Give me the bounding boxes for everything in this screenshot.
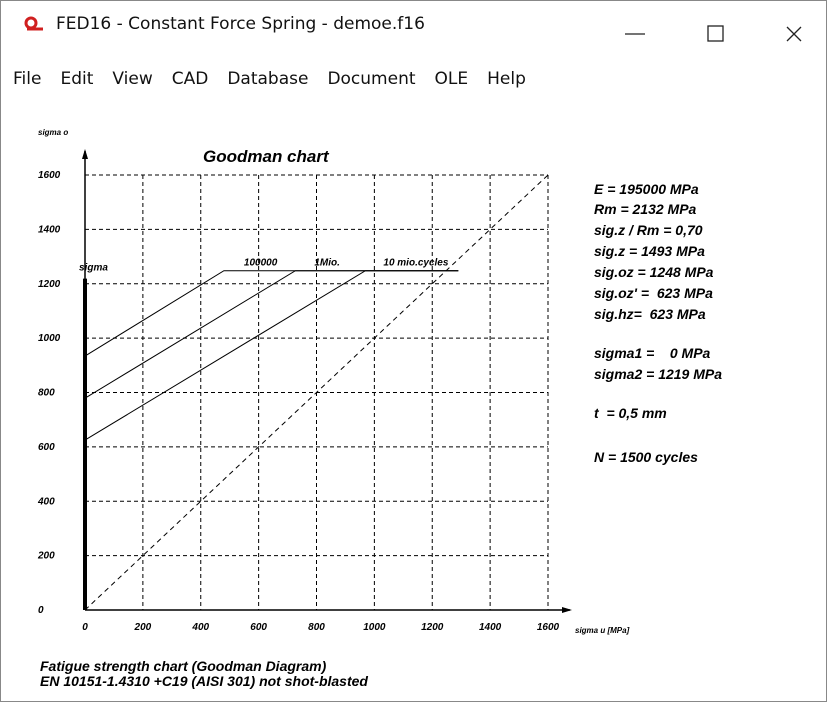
x-tick-label: 0 bbox=[82, 622, 88, 633]
y-tick-label: 1600 bbox=[38, 170, 61, 181]
maximize-button[interactable] bbox=[707, 25, 724, 42]
parameter: Rm = 2132 MPa bbox=[594, 201, 697, 217]
menu-item[interactable]: Database bbox=[227, 69, 309, 89]
y-tick-label: 800 bbox=[38, 388, 55, 399]
caption: Fatigue strength chart (Goodman Diagram) bbox=[40, 658, 327, 674]
chart-title: Goodman chart bbox=[203, 147, 330, 166]
goodman-line bbox=[84, 270, 459, 399]
x-tick-label: 600 bbox=[250, 622, 267, 633]
menu-item[interactable]: OLE bbox=[434, 69, 469, 89]
x-axis-label: sigma u [MPa] bbox=[575, 626, 630, 635]
parameter: sig.oz' = 623 MPa bbox=[594, 285, 713, 301]
parameter: sigma1 = 0 MPa bbox=[594, 345, 711, 361]
menu-item[interactable]: View bbox=[112, 69, 153, 89]
parameter: sig.z / Rm = 0,70 bbox=[594, 222, 703, 238]
app-icon bbox=[24, 16, 38, 30]
y-tick-label: 200 bbox=[37, 551, 55, 562]
x-axis-arrow bbox=[562, 607, 572, 613]
y-tick-label: 1000 bbox=[38, 333, 61, 344]
x-tick-label: 1400 bbox=[479, 622, 502, 633]
x-tick-label: 200 bbox=[134, 622, 152, 633]
menu-item[interactable]: Help bbox=[487, 69, 526, 89]
reference-line bbox=[84, 174, 549, 611]
menu-item[interactable]: File bbox=[13, 69, 42, 89]
menu-item[interactable]: Edit bbox=[60, 69, 94, 89]
x-tick-label: 800 bbox=[308, 622, 325, 633]
x-tick-label: 1200 bbox=[421, 622, 444, 633]
goodman-line bbox=[84, 270, 459, 441]
menu-item[interactable]: Document bbox=[327, 69, 416, 89]
parameter: sigma2 = 1219 MPa bbox=[594, 366, 722, 382]
y-tick-label: 1200 bbox=[38, 279, 61, 290]
y-axis-label: sigma o bbox=[38, 128, 68, 137]
series-label: 1Mio. bbox=[314, 258, 340, 269]
y-tick-label: 600 bbox=[38, 442, 55, 453]
x-tick-label: 1000 bbox=[363, 622, 386, 633]
parameter: t = 0,5 mm bbox=[594, 405, 667, 421]
parameter: sig.hz= 623 MPa bbox=[594, 306, 706, 322]
menu-bar: File Edit View CAD Database Document OLE Help bbox=[1, 49, 826, 95]
parameter: sig.z = 1493 MPa bbox=[594, 243, 705, 259]
caption: EN 10151-1.4310 +C19 (AISI 301) not shot… bbox=[40, 673, 368, 689]
parameter: E = 195000 MPa bbox=[594, 181, 699, 197]
y-tick-label: 0 bbox=[38, 605, 44, 616]
series-label: 10 mio.cycles bbox=[383, 258, 448, 269]
menu-item[interactable]: CAD bbox=[171, 69, 209, 89]
series-label: 100000 bbox=[244, 258, 278, 269]
sigma-label: sigma bbox=[79, 263, 108, 274]
y-tick-label: 1400 bbox=[38, 224, 61, 235]
y-axis-arrow bbox=[82, 149, 88, 159]
window-title: FED16 - Constant Force Spring - demoe.f1… bbox=[56, 14, 425, 34]
y-tick-label: 400 bbox=[37, 496, 55, 507]
title-bar: FED16 - Constant Force Spring - demoe.f1… bbox=[1, 1, 826, 49]
close-button[interactable] bbox=[786, 26, 802, 42]
title-icons bbox=[24, 16, 802, 42]
x-tick-label: 1600 bbox=[537, 622, 560, 633]
parameter: sig.oz = 1248 MPa bbox=[594, 264, 714, 280]
parameter: N = 1500 cycles bbox=[594, 449, 698, 465]
x-tick-label: 400 bbox=[191, 622, 209, 633]
chart: Goodman chart sigma o sigma u [MPa] 0 200… bbox=[37, 128, 722, 689]
